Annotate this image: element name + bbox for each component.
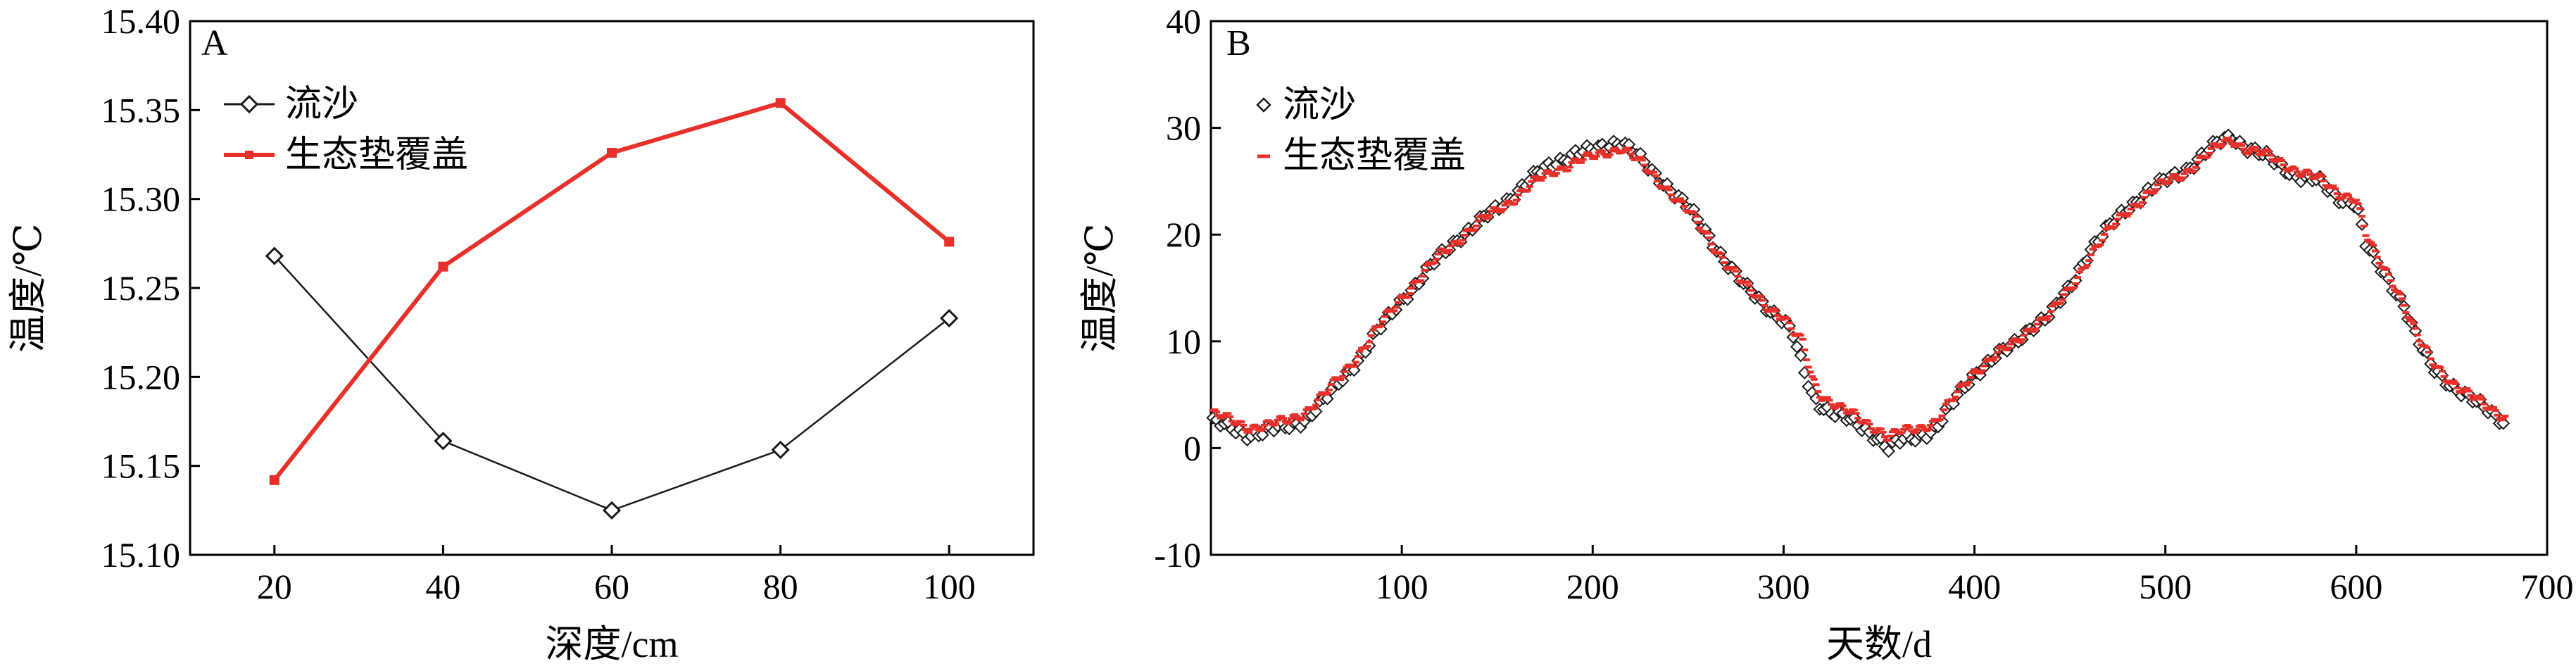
panel-b-y-tick-label: -10 — [1154, 535, 1201, 575]
legend-label-shengtaidian: 生态垫覆盖 — [285, 135, 468, 175]
panel-a-y-tick-label: 15.20 — [101, 357, 181, 396]
panel-a-y-axis: 15.10 15.15 15.20 15.25 15.30 15.35 15.40 — [101, 1, 200, 575]
legend-label-liusha-b: 流沙 — [1283, 85, 1356, 125]
panel-a-series — [265, 98, 959, 520]
panel-a-x-tick-label: 40 — [425, 567, 460, 606]
panel-b-series — [1206, 128, 2511, 458]
panel-b-point-liusha — [1882, 444, 1895, 458]
panel-a-point — [265, 246, 284, 265]
panel-a-label: A — [201, 23, 228, 63]
legend-label-liusha: 流沙 — [285, 84, 358, 125]
legend-label-shengtaidian-b: 生态垫覆盖 — [1283, 136, 1466, 176]
panel-b-x-axis: 100 200 300 400 500 600 700 — [1376, 545, 2574, 606]
panel-b-label: B — [1226, 23, 1251, 63]
legend-marker-shengtaidian — [245, 151, 253, 159]
panel-a-point — [434, 432, 453, 451]
panel-b-point-liusha — [1790, 340, 1804, 353]
panel-a-x-tick-label: 100 — [923, 567, 976, 606]
panel-b-y-tick-label: 20 — [1166, 215, 1201, 254]
panel-a-x-tick-label: 80 — [763, 567, 798, 606]
panel-a-x-axis-title: 深度/cm — [546, 623, 679, 665]
panel-a-y-tick-label: 15.25 — [101, 268, 181, 308]
panel-a-y-axis-title: 温度/℃ — [7, 223, 49, 352]
panel-b-x-tick-label: 700 — [2521, 567, 2574, 606]
panel-b-point-liusha — [2355, 218, 2369, 232]
panel-a-series-line-0 — [273, 255, 950, 512]
panel-b-y-tick-label: 30 — [1166, 108, 1201, 148]
panel-a-point — [438, 261, 448, 272]
panel-a-x-tick-label: 20 — [257, 567, 292, 606]
panel-b: B -10 0 10 20 30 40 100 200 300 400 500 600 700 天数/… — [1079, 1, 2574, 665]
legend-marker-liusha — [239, 94, 259, 114]
panel-a-point — [944, 237, 955, 247]
panel-b-plot-frame — [1210, 20, 2549, 556]
panel-b-x-tick-label: 100 — [1376, 567, 1428, 606]
panel-a-point — [775, 98, 786, 108]
panel-a-x-axis: 20 40 60 80 100 — [257, 545, 976, 606]
panel-a: A 15.10 15.15 15.20 15.25 15.30 15.35 15.40 20… — [7, 1, 1035, 665]
panel-b-x-axis-title: 天数/d — [1826, 623, 1932, 665]
panel-a-point — [269, 475, 279, 485]
panel-b-y-tick-label: 0 — [1183, 428, 1201, 468]
panel-b-y-tick-label: 10 — [1166, 322, 1201, 361]
panel-b-y-tick-label: 40 — [1166, 1, 1201, 41]
panel-b-x-tick-label: 500 — [2139, 567, 2192, 606]
panel-a-y-tick-label: 15.10 — [101, 535, 181, 575]
panel-b-x-tick-label: 600 — [2330, 567, 2382, 606]
panel-b-y-axis-title: 温度/℃ — [1079, 223, 1121, 352]
panel-a-point — [607, 147, 617, 158]
panel-a-x-tick-label: 60 — [594, 567, 629, 606]
panel-b-point-liusha — [1794, 349, 1808, 363]
panel-a-y-tick-label: 15.40 — [101, 1, 181, 41]
panel-b-x-tick-label: 200 — [1566, 567, 1619, 606]
panel-a-y-tick-label: 15.15 — [101, 446, 181, 486]
panel-b-x-tick-label: 300 — [1757, 567, 1810, 606]
panel-b-x-tick-label: 400 — [1948, 567, 2001, 606]
panel-a-point — [940, 308, 959, 328]
panel-b-y-axis: -10 0 10 20 30 40 — [1154, 1, 1221, 575]
panel-a-y-tick-label: 15.30 — [101, 180, 181, 219]
panel-b-point-liusha — [1320, 391, 1334, 406]
panel-a-legend: 流沙 生态垫覆盖 — [224, 84, 468, 175]
legend-marker-liusha-b — [1256, 97, 1271, 113]
panel-a-point — [602, 501, 622, 520]
panel-a-y-tick-label: 15.35 — [101, 90, 181, 130]
panel-b-legend: 流沙 生态垫覆盖 — [1256, 85, 1466, 176]
panel-a-point — [771, 440, 790, 460]
